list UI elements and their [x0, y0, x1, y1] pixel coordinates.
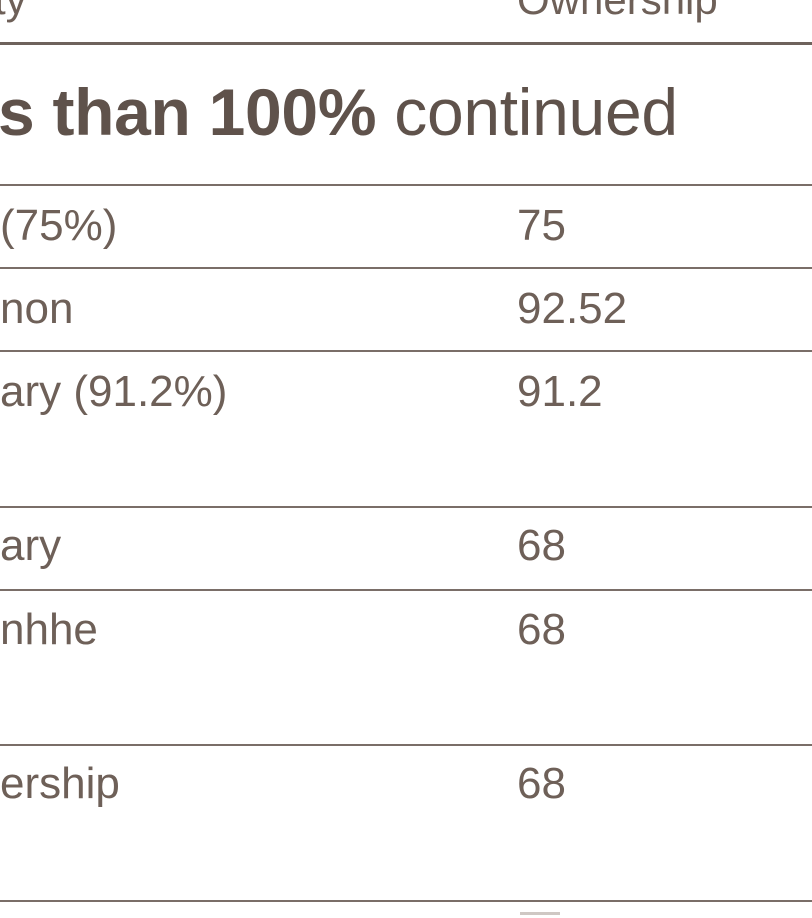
row-divider-rule [0, 589, 812, 591]
row-divider-rule [0, 350, 812, 352]
next-row-ownership-fragment [520, 912, 564, 918]
section-divider-rule [0, 184, 812, 186]
header-divider-rule [0, 42, 812, 45]
row-entity: (75%) [0, 201, 118, 250]
row-divider-rule [0, 900, 812, 902]
row-entity: ary [0, 521, 62, 570]
row-ownership: 68 [517, 521, 566, 570]
header-ownership-column: Ownership [517, 0, 718, 24]
row-divider-rule [0, 267, 812, 269]
row-ownership: 68 [517, 605, 566, 654]
row-ownership: 91.2 [517, 367, 603, 416]
header-entity-column: ty [0, 0, 27, 24]
row-entity: ership [0, 759, 120, 808]
row-entity: nhhe [0, 605, 98, 654]
section-title-bold: s than 100% [0, 75, 377, 149]
section-title: s than 100% continued [0, 74, 678, 150]
row-entity: ary (91.2%) [0, 367, 228, 416]
row-ownership: 75 [517, 201, 566, 250]
section-title-continued: continued [376, 75, 678, 149]
row-ownership: 92.52 [517, 284, 628, 333]
row-entity: non [0, 284, 74, 333]
row-ownership: 68 [517, 759, 566, 808]
row-divider-rule [0, 506, 812, 508]
row-divider-rule [0, 744, 812, 746]
